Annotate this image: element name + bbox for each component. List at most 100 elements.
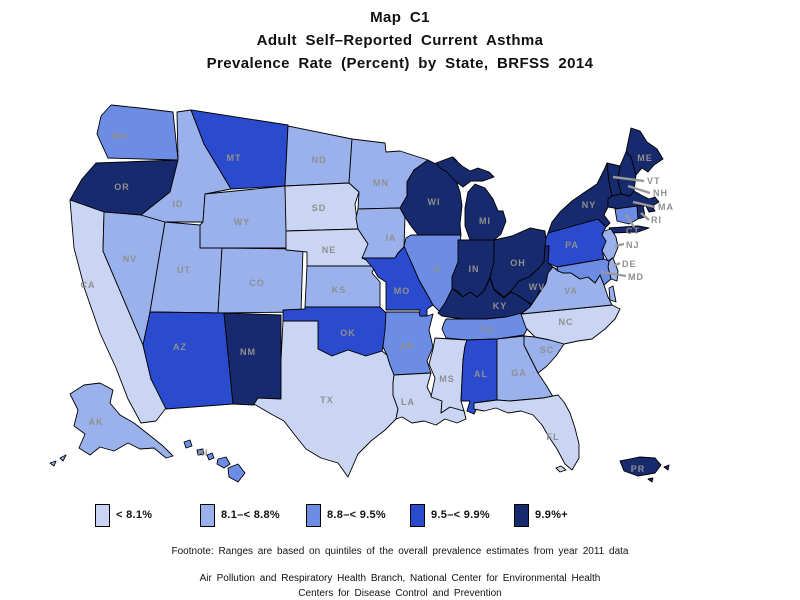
legend-label-2: 8.1–< 8.8%	[221, 509, 280, 521]
attribution-line-2: Centers for Disease Control and Preventi…	[298, 588, 502, 599]
title-line-1: Map C1	[370, 9, 430, 26]
state-label-NE: NE	[322, 245, 337, 255]
state-label-MI: MI	[479, 216, 491, 226]
leader-line-MA	[632, 200, 656, 209]
legend-item-4: 9.5–< 9.9%	[410, 503, 490, 527]
leader-line-CT	[625, 214, 635, 228]
state-WI	[399, 156, 463, 236]
leader-line-DE	[613, 261, 621, 268]
state-label-WY: WY	[234, 217, 251, 227]
state-FL	[555, 465, 567, 473]
state-label-KY: KY	[493, 301, 508, 311]
state-label-UT: UT	[177, 265, 191, 275]
legend-label-3: 8.8–< 9.5%	[327, 509, 386, 521]
footnote: Footnote: Ranges are based on quintiles …	[171, 546, 629, 557]
state-FL	[473, 394, 580, 471]
state-label-PA: PA	[565, 240, 579, 250]
state-label-MN: MN	[373, 178, 389, 188]
attribution-line-1: Air Pollution and Respiratory Health Bra…	[199, 573, 601, 584]
state-label-AZ: AZ	[173, 342, 187, 352]
legend-item-2: 8.1–< 8.8%	[200, 503, 280, 527]
state-label-CO: CO	[249, 278, 265, 288]
state-label-VA: VA	[564, 286, 578, 296]
state-label-AK: AK	[89, 417, 104, 427]
legend-swatch-4	[410, 503, 425, 527]
state-AK	[59, 454, 67, 462]
state-label-NY: NY	[582, 200, 597, 210]
state-label-ME: ME	[637, 153, 653, 163]
state-label-LA: LA	[401, 397, 415, 407]
state-label-IL: IL	[433, 264, 443, 274]
state-NM	[223, 312, 282, 406]
state-AR	[382, 311, 434, 376]
state-label-WV: WV	[529, 282, 546, 292]
state-label-AL: AL	[474, 369, 488, 379]
state-label-OK: OK	[340, 328, 356, 338]
state-label-GA: GA	[511, 368, 527, 378]
state-HI	[183, 439, 193, 449]
legend-label-1: < 8.1%	[116, 509, 153, 521]
state-label-DE: DE	[622, 259, 637, 269]
state-label-KS: KS	[332, 285, 347, 295]
state-label-CA: CA	[81, 280, 96, 290]
legend-label-4: 9.5–< 9.9%	[431, 509, 490, 521]
state-label-NH: NH	[653, 188, 668, 198]
state-label-MS: MS	[439, 374, 455, 384]
state-TX	[253, 320, 399, 478]
state-label-FL: FL	[547, 432, 560, 442]
legend-swatch-1	[95, 503, 110, 527]
state-MI	[435, 156, 495, 188]
state-label-MD: MD	[628, 272, 644, 282]
state-NC	[520, 304, 621, 345]
leader-line-MD	[600, 270, 627, 278]
state-label-IA: IA	[386, 233, 397, 243]
state-label-NM: NM	[240, 347, 256, 357]
legend-item-1: < 8.1%	[95, 503, 152, 527]
state-label-OH: OH	[510, 258, 526, 268]
attribution: Air Pollution and Respiratory Health Bra…	[0, 571, 800, 600]
legend-swatch-2	[200, 503, 215, 527]
state-HI	[196, 448, 205, 456]
leader-line-RI	[640, 212, 650, 221]
state-label-AR: AR	[400, 341, 415, 351]
state-HI	[206, 452, 215, 461]
state-MT	[190, 109, 289, 190]
legend-item-3: 8.8–< 9.5%	[306, 503, 386, 527]
state-label-PR: PR	[631, 464, 646, 474]
map-title: Map C1 Adult Self–Reported Current Asthm…	[0, 6, 800, 75]
leader-line-VT	[612, 175, 645, 183]
state-label-VT: VT	[647, 176, 661, 186]
state-label-ID: ID	[173, 199, 184, 209]
state-PR	[663, 464, 670, 471]
state-label-TN: TN	[480, 325, 494, 335]
state-label-NV: NV	[123, 254, 138, 264]
state-label-NJ: NJ	[626, 240, 640, 250]
state-WA	[96, 104, 179, 161]
state-label-WA: WA	[112, 131, 129, 141]
leader-line-NH	[627, 184, 651, 195]
legend-swatch-5	[514, 503, 529, 527]
state-PR	[619, 456, 662, 477]
state-label-MO: MO	[394, 286, 411, 296]
state-label-TX: TX	[320, 395, 334, 405]
state-label-ND: ND	[312, 155, 327, 165]
state-label-OR: OR	[114, 182, 130, 192]
state-AK	[49, 460, 57, 467]
state-NY	[547, 162, 613, 234]
state-label-MT: MT	[227, 153, 242, 163]
state-label-HI: HI	[198, 448, 209, 458]
state-label-CT: CT	[626, 226, 640, 236]
state-label-MA: MA	[658, 202, 674, 212]
state-VA	[608, 285, 617, 303]
state-AK	[69, 382, 174, 459]
state-label-SD: SD	[312, 203, 327, 213]
state-PR	[647, 477, 654, 483]
legend: < 8.1% 8.1–< 8.8% 8.8–< 9.5% 9.5–< 9.9% 9.9%…	[0, 503, 800, 529]
leader-line-NJ	[614, 242, 625, 248]
legend-swatch-3	[306, 503, 321, 527]
state-MD	[556, 258, 612, 286]
title-line-3: Prevalence Rate (Percent) by State, BRFS…	[206, 55, 594, 72]
legend-label-5: 9.9%+	[535, 509, 568, 521]
